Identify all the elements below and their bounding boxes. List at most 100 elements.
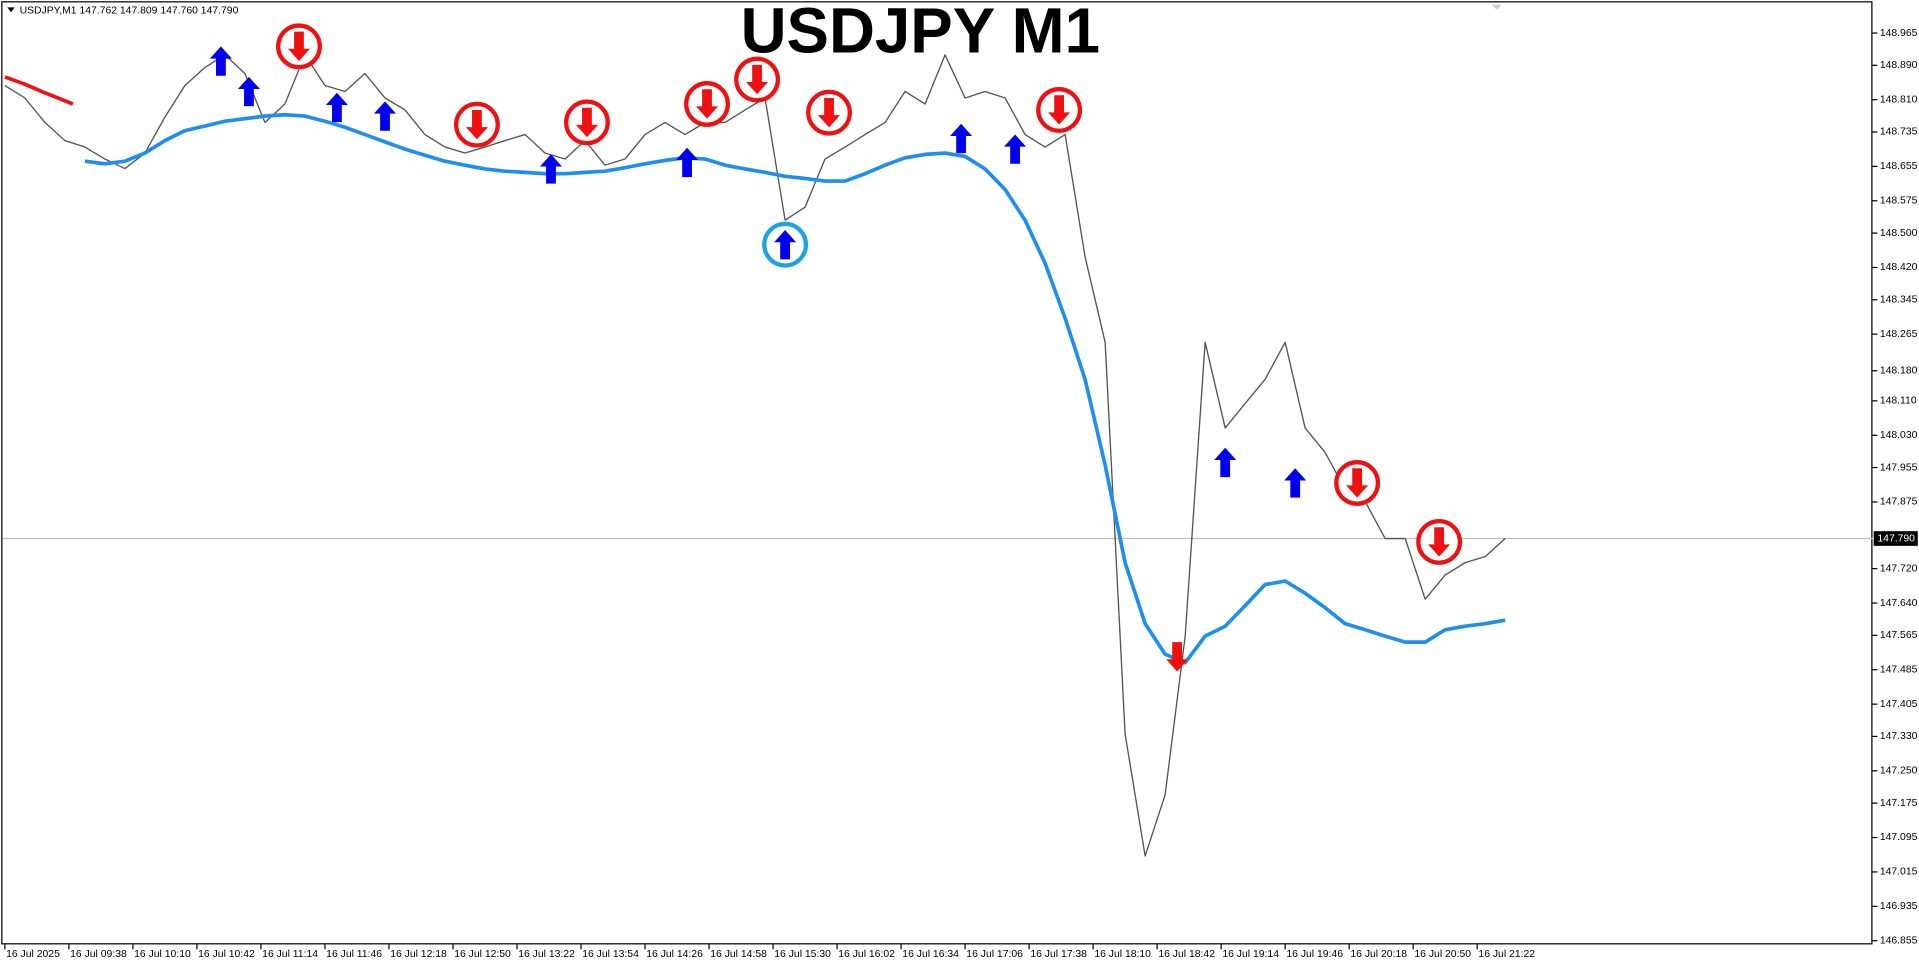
signal-arrow: [465, 109, 488, 140]
signal: [209, 46, 232, 76]
signal-arrow: [696, 89, 719, 119]
signal: [950, 123, 973, 154]
x-tick-label: 16 Jul 14:26: [646, 949, 703, 960]
signal: [539, 154, 562, 184]
y-tick-label: 147.175: [1880, 798, 1918, 809]
x-tick-label: 16 Jul 15:30: [774, 949, 831, 960]
signal: [453, 101, 500, 148]
signal-arrow: [237, 76, 260, 107]
last-price-box: [1873, 531, 1918, 546]
y-tick-label: 147.875: [1880, 497, 1918, 508]
x-tick-label: 16 Jul 13:54: [582, 949, 639, 960]
signal: [1416, 519, 1463, 565]
y-tick-label: 147.095: [1880, 832, 1918, 843]
signal: [1036, 87, 1083, 133]
x-tick-label: 16 Jul 09:38: [70, 949, 127, 960]
y-tick-label: 148.965: [1880, 28, 1918, 39]
series-line: [4, 75, 74, 106]
signal-arrow: [1284, 468, 1307, 498]
x-tick-label: 16 Jul 19:46: [1286, 949, 1343, 960]
x-tick-label: 16 Jul 17:38: [1030, 949, 1087, 960]
signal: [1334, 460, 1381, 506]
signal-arrow: [774, 229, 797, 260]
chart-title: USDJPY M1: [741, 0, 1100, 66]
x-tick-label: 16 Jul 13:22: [518, 949, 575, 960]
y-tick-label: 148.180: [1880, 365, 1918, 376]
y-tick-label: 147.485: [1880, 664, 1918, 675]
y-tick-label: 148.575: [1880, 196, 1918, 207]
x-tick-label: 16 Jul 10:10: [134, 949, 191, 960]
signal-arrow: [575, 107, 598, 138]
y-tick-label: 148.500: [1880, 228, 1918, 239]
y-tick-label: 148.735: [1880, 127, 1918, 138]
x-tick-label: 16 Jul 12:18: [390, 949, 447, 960]
y-tick-label: 147.640: [1880, 598, 1918, 609]
y-tick-label: 146.935: [1880, 901, 1918, 912]
y-tick-label: 146.855: [1880, 936, 1918, 947]
chart-header: USDJPY,M1 147.762 147.809 147.760 147.79…: [20, 6, 239, 17]
x-tick-label: 16 Jul 2025: [6, 949, 60, 960]
y-tick-label: 147.330: [1880, 731, 1918, 742]
series-line: [84, 112, 1506, 665]
x-tick-label: 16 Jul 19:14: [1222, 949, 1279, 960]
signal: [276, 23, 322, 70]
signal: [1166, 642, 1189, 672]
signal-arrow: [1346, 468, 1369, 498]
signal-arrow: [1004, 134, 1027, 164]
x-tick-label: 16 Jul 14:58: [710, 949, 767, 960]
y-tick-label: 148.110: [1880, 396, 1917, 407]
signal: [684, 81, 730, 127]
x-tick-label: 16 Jul 11:46: [326, 949, 382, 960]
y-tick-label: 148.655: [1880, 161, 1918, 172]
signal: [325, 92, 348, 123]
signal-arrow: [287, 31, 311, 62]
y-tick-label: 148.345: [1880, 295, 1918, 306]
signal-arrow: [539, 154, 562, 184]
y-tick-label: 148.810: [1880, 94, 1918, 105]
signal: [237, 76, 260, 107]
signal: [1214, 447, 1237, 478]
x-tick-label: 16 Jul 17:06: [966, 949, 1023, 960]
y-tick-label: 147.720: [1880, 563, 1918, 574]
signal-arrow: [1428, 527, 1451, 557]
signal: [1004, 134, 1027, 164]
y-tick-label: 148.890: [1880, 60, 1918, 71]
header-icon: [7, 7, 15, 13]
x-tick-label: 16 Jul 16:02: [838, 949, 895, 960]
signal-arrow: [950, 123, 973, 154]
y-tick-label: 147.250: [1880, 766, 1918, 777]
x-tick-label: 16 Jul 12:50: [454, 949, 511, 960]
series-line: [4, 54, 1506, 857]
y-tick-label: 147.015: [1880, 867, 1918, 878]
signal-arrow: [325, 92, 348, 123]
plot-frame: [1, 1, 1873, 945]
y-tick-label: 148.030: [1880, 430, 1918, 441]
x-tick-label: 16 Jul 18:10: [1094, 949, 1151, 960]
x-tick-label: 16 Jul 20:18: [1350, 949, 1407, 960]
signal: [762, 221, 809, 268]
signal-arrow: [818, 97, 841, 128]
signal: [806, 89, 852, 136]
signal-arrow: [1214, 447, 1237, 478]
signal: [374, 101, 397, 131]
scroll-marker: [1491, 4, 1502, 10]
signal-arrow: [1166, 642, 1189, 672]
signal-arrow: [746, 64, 769, 95]
signal-arrow: [374, 101, 397, 131]
signal: [1284, 468, 1307, 498]
y-tick-label: 147.565: [1880, 630, 1918, 641]
x-tick-label: 16 Jul 18:42: [1158, 949, 1215, 960]
signal-arrow: [209, 46, 232, 76]
x-tick-label: 16 Jul 11:14: [262, 949, 318, 960]
signal-arrow: [676, 147, 699, 178]
signal: [734, 56, 781, 103]
signal-arrow: [1048, 95, 1071, 125]
last-price-label: 147.790: [1877, 533, 1915, 544]
signal: [564, 99, 610, 146]
signal: [676, 147, 699, 178]
y-tick-label: 147.405: [1880, 699, 1918, 710]
x-tick-label: 16 Jul 10:42: [198, 949, 255, 960]
y-tick-label: 148.420: [1880, 262, 1918, 273]
